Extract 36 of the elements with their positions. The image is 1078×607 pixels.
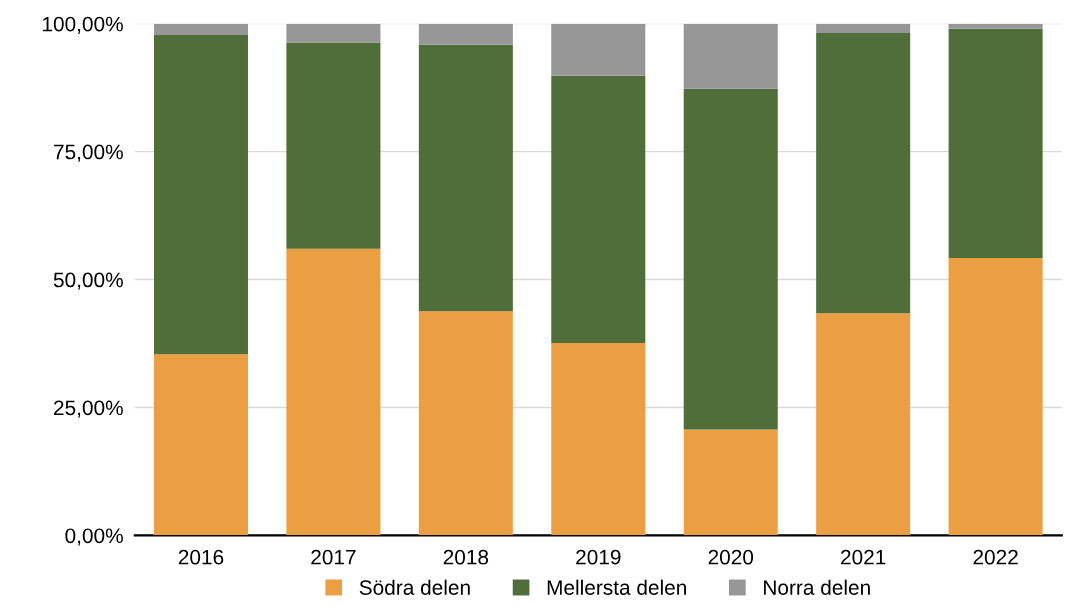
bar <box>153 354 248 536</box>
bar <box>683 23 778 89</box>
x-tick-label: 2021 <box>841 549 886 565</box>
bar <box>683 429 778 536</box>
bar <box>551 75 646 343</box>
x-tick-label: 2016 <box>178 549 224 565</box>
legend-label: Mellersta delen <box>547 579 686 595</box>
y-tick-label: 50,00% <box>53 272 123 290</box>
bar <box>816 23 911 33</box>
legend-label: Södra delen <box>359 579 470 595</box>
bar <box>286 42 381 249</box>
bar <box>418 23 513 45</box>
bar <box>418 44 513 312</box>
bar <box>418 311 513 536</box>
y-tick-label: 100,00% <box>42 16 123 34</box>
bar <box>816 313 911 536</box>
y-tick-label: 75,00% <box>54 144 123 162</box>
bar <box>286 248 381 536</box>
y-tick-label: 25,00% <box>54 400 123 418</box>
x-tick-label: 2019 <box>576 549 621 565</box>
x-tick-label: 2022 <box>973 549 1018 565</box>
x-tick-label: 2018 <box>443 549 489 565</box>
bar <box>551 342 646 536</box>
bar <box>948 258 1043 536</box>
x-tick-label: 2020 <box>708 549 754 565</box>
bar <box>816 32 911 314</box>
bar <box>683 88 778 430</box>
bar <box>286 23 381 43</box>
y-tick-label: 0,00% <box>65 528 123 546</box>
bar <box>153 23 248 35</box>
bar <box>948 23 1043 29</box>
bar <box>153 34 248 355</box>
legend-label: Norra delen <box>764 579 870 595</box>
bar <box>551 23 646 76</box>
x-tick-label: 2017 <box>311 549 356 565</box>
bar <box>948 28 1043 259</box>
